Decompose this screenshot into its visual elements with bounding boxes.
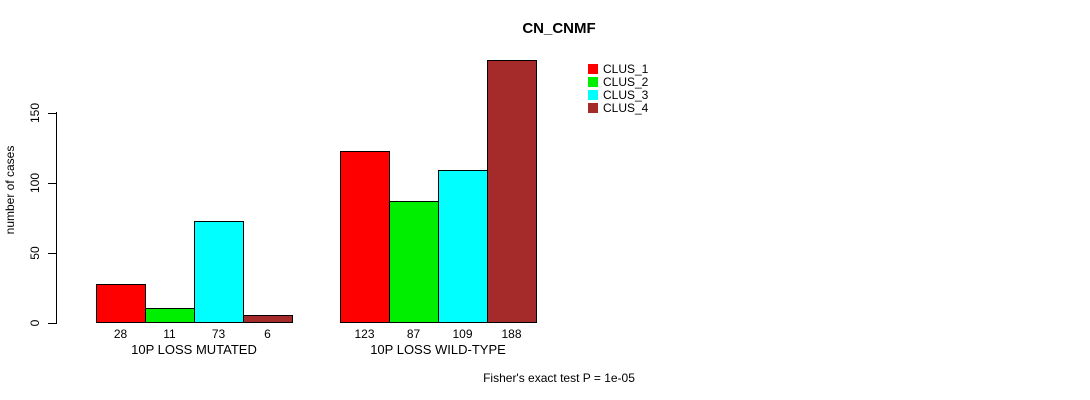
annotation-text: Fisher's exact test P = 1e-05 [483, 371, 635, 385]
legend-row: CLUS_4 [588, 101, 649, 115]
legend-label: CLUS_3 [603, 88, 649, 102]
bar-value-label: 123 [354, 327, 375, 341]
bar-value-label: 11 [163, 327, 176, 341]
legend-swatch-clus_1 [588, 64, 598, 74]
y-axis-line [56, 112, 57, 324]
bar-clus_3 [194, 221, 244, 323]
y-axis-tick [48, 323, 56, 324]
bar-value-label: 188 [501, 327, 522, 341]
bar-value-label: 109 [452, 327, 473, 341]
y-axis-tick-label: 0 [28, 319, 42, 327]
y-axis-tick-label: 150 [28, 102, 42, 124]
legend-label: CLUS_1 [603, 62, 649, 76]
bar-value-label: 6 [264, 327, 271, 341]
y-axis-tick [48, 113, 56, 114]
bar-clus_2 [145, 308, 195, 323]
legend-row: CLUS_2 [588, 75, 649, 89]
legend-swatch-clus_4 [588, 103, 598, 113]
bar-value-label: 73 [211, 327, 226, 341]
legend: CLUS_1 CLUS_2 CLUS_3 CLUS_4 [588, 62, 649, 116]
bar-value-label: 87 [406, 327, 421, 341]
legend-row: CLUS_1 [588, 62, 649, 76]
y-axis-tick-label: 50 [28, 246, 42, 260]
y-axis-tick-label: 100 [28, 172, 42, 194]
y-axis-tick [48, 253, 56, 254]
bar-clus_1 [96, 284, 146, 323]
legend-swatch-clus_3 [588, 90, 598, 100]
bar-clus_3 [438, 170, 488, 323]
bar-clus_1 [340, 151, 390, 323]
legend-swatch-clus_2 [588, 77, 598, 87]
group-label: 10P LOSS MUTATED [131, 342, 257, 357]
y-axis-tick [48, 183, 56, 184]
chart-title: CN_CNMF [522, 20, 596, 37]
group-label: 10P LOSS WILD-TYPE [370, 342, 506, 357]
bar-clus_4 [243, 315, 293, 323]
legend-label: CLUS_2 [603, 75, 649, 89]
legend-row: CLUS_3 [588, 88, 649, 102]
bar-clus_2 [389, 201, 439, 323]
bar-clus_4 [487, 60, 537, 323]
y-axis-label: number of cases [3, 145, 17, 235]
legend-label: CLUS_4 [603, 101, 649, 115]
bar-value-label: 28 [113, 327, 128, 341]
